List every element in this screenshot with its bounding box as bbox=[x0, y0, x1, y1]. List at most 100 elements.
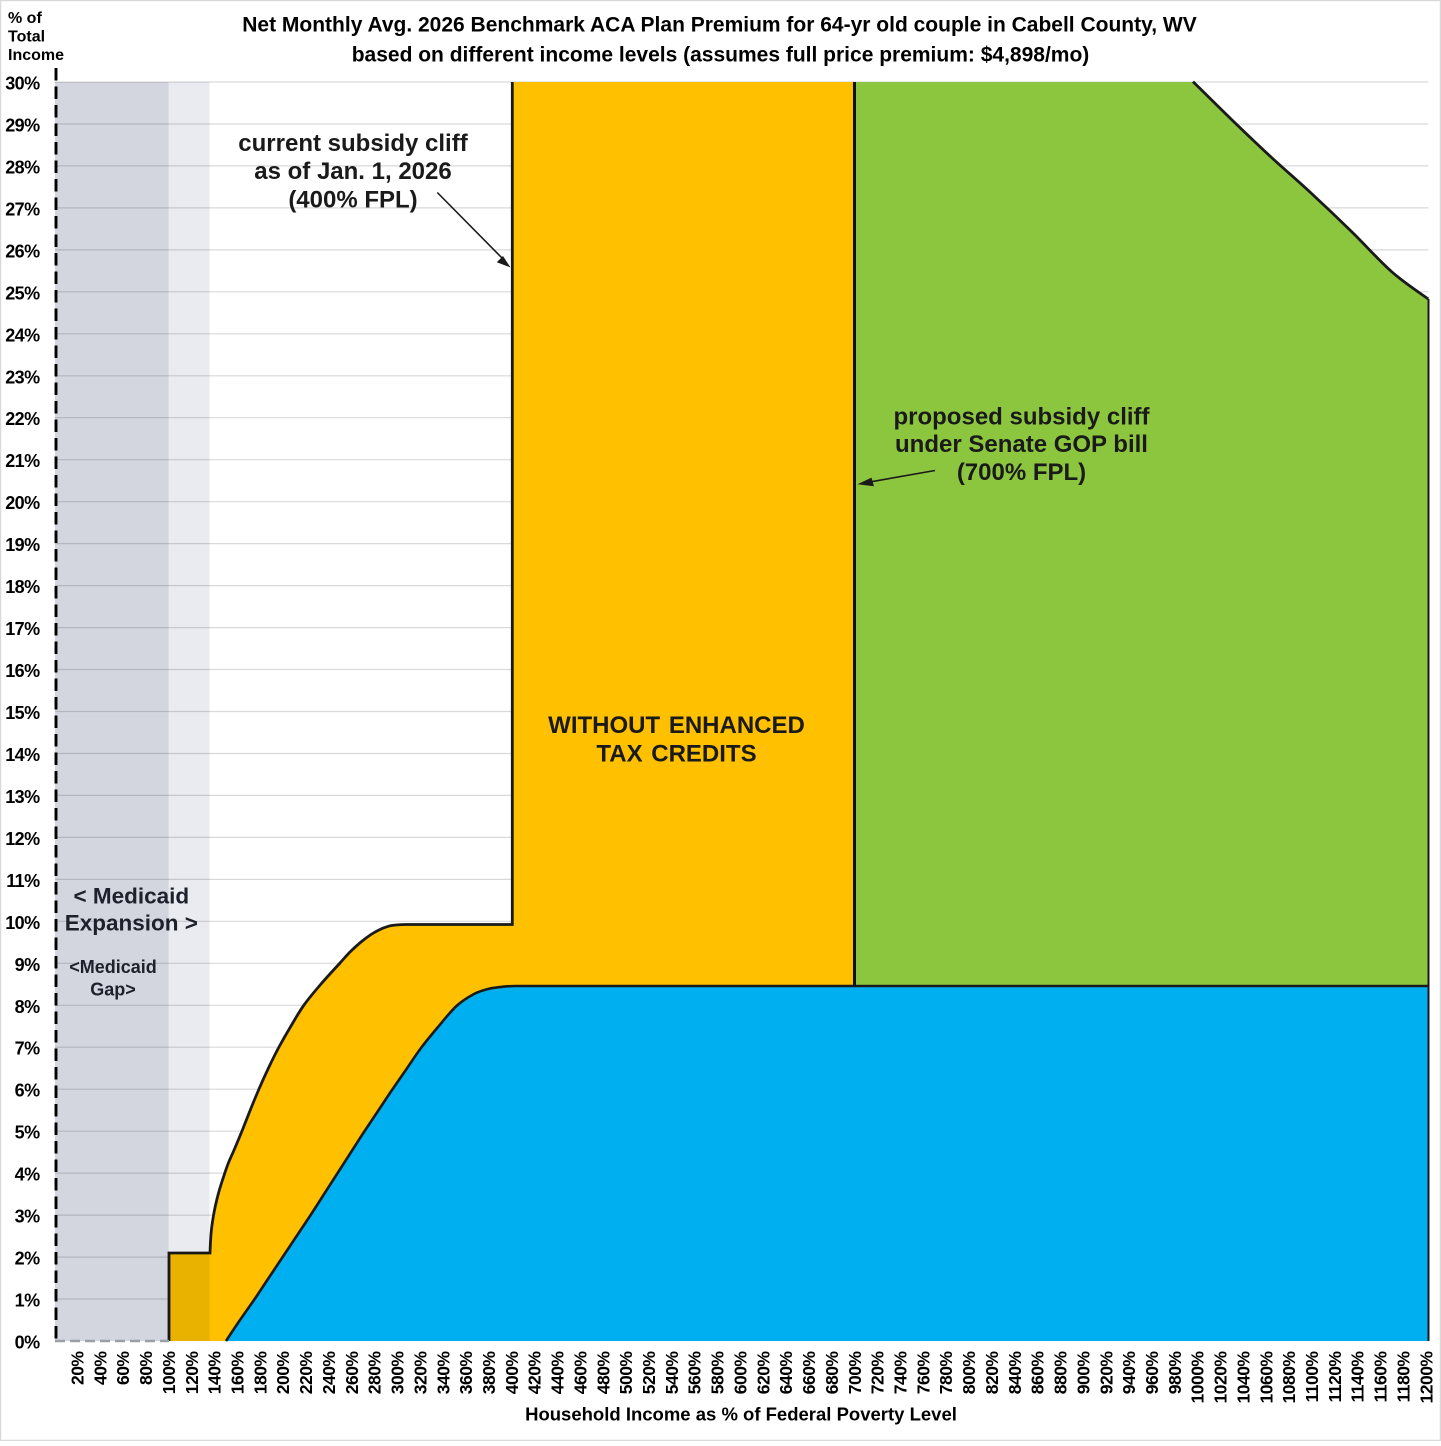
svg-text:420%: 420% bbox=[525, 1351, 545, 1395]
svg-text:proposed subsidy cliff: proposed subsidy cliff bbox=[893, 404, 1150, 431]
svg-text:26%: 26% bbox=[5, 241, 40, 261]
svg-text:520%: 520% bbox=[639, 1351, 659, 1395]
svg-text:under Senate GOP bill: under Senate GOP bill bbox=[895, 431, 1148, 458]
svg-text:940%: 940% bbox=[1119, 1351, 1139, 1395]
svg-text:20%: 20% bbox=[68, 1351, 88, 1385]
svg-text:220%: 220% bbox=[296, 1351, 316, 1395]
svg-text:1020%: 1020% bbox=[1211, 1351, 1231, 1404]
svg-text:2%: 2% bbox=[15, 1249, 40, 1269]
svg-text:23%: 23% bbox=[5, 367, 40, 387]
svg-text:540%: 540% bbox=[662, 1351, 682, 1395]
svg-text:TAX CREDITS: TAX CREDITS bbox=[596, 740, 756, 767]
svg-text:860%: 860% bbox=[1028, 1351, 1048, 1395]
svg-text:320%: 320% bbox=[410, 1351, 430, 1395]
svg-text:% of: % of bbox=[8, 10, 42, 27]
svg-text:(400% FPL): (400% FPL) bbox=[288, 186, 417, 213]
svg-text:<Medicaid: <Medicaid bbox=[69, 957, 157, 977]
svg-text:3%: 3% bbox=[15, 1207, 40, 1227]
svg-text:13%: 13% bbox=[5, 787, 40, 807]
svg-text:11%: 11% bbox=[6, 871, 40, 891]
svg-text:700%: 700% bbox=[845, 1351, 865, 1395]
svg-text:18%: 18% bbox=[5, 577, 40, 597]
svg-text:200%: 200% bbox=[273, 1351, 293, 1395]
svg-text:14%: 14% bbox=[5, 745, 40, 765]
svg-text:29%: 29% bbox=[5, 116, 40, 136]
svg-text:340%: 340% bbox=[433, 1351, 453, 1395]
svg-text:880%: 880% bbox=[1051, 1351, 1071, 1395]
svg-text:160%: 160% bbox=[228, 1351, 248, 1395]
svg-text:1040%: 1040% bbox=[1233, 1351, 1253, 1404]
svg-text:27%: 27% bbox=[5, 199, 40, 219]
svg-text:< Medicaid: < Medicaid bbox=[73, 884, 189, 909]
svg-text:400%: 400% bbox=[502, 1351, 522, 1395]
svg-text:500%: 500% bbox=[616, 1351, 636, 1395]
svg-text:120%: 120% bbox=[182, 1351, 202, 1395]
svg-text:Net Monthly Avg. 2026 Benchmar: Net Monthly Avg. 2026 Benchmark ACA Plan… bbox=[242, 14, 1197, 37]
svg-text:680%: 680% bbox=[822, 1351, 842, 1395]
svg-text:780%: 780% bbox=[936, 1351, 956, 1395]
svg-text:1000%: 1000% bbox=[1188, 1351, 1208, 1404]
svg-text:Household Income as % of Feder: Household Income as % of Federal Poverty… bbox=[525, 1404, 957, 1425]
svg-text:760%: 760% bbox=[913, 1351, 933, 1395]
svg-text:460%: 460% bbox=[570, 1351, 590, 1395]
svg-text:1060%: 1060% bbox=[1256, 1351, 1276, 1404]
svg-text:9%: 9% bbox=[15, 955, 40, 975]
svg-text:140%: 140% bbox=[205, 1351, 225, 1395]
svg-text:180%: 180% bbox=[250, 1351, 270, 1395]
svg-text:25%: 25% bbox=[5, 283, 40, 303]
svg-text:15%: 15% bbox=[5, 703, 40, 723]
svg-text:17%: 17% bbox=[5, 619, 40, 639]
svg-text:19%: 19% bbox=[5, 535, 40, 555]
svg-text:28%: 28% bbox=[5, 157, 40, 177]
svg-text:240%: 240% bbox=[319, 1351, 339, 1395]
svg-text:22%: 22% bbox=[5, 409, 40, 429]
svg-text:300%: 300% bbox=[388, 1351, 408, 1395]
svg-text:8%: 8% bbox=[15, 997, 40, 1017]
svg-text:380%: 380% bbox=[479, 1351, 499, 1395]
svg-text:360%: 360% bbox=[456, 1351, 476, 1395]
svg-text:600%: 600% bbox=[731, 1351, 751, 1395]
svg-text:1080%: 1080% bbox=[1279, 1351, 1299, 1404]
svg-text:1120%: 1120% bbox=[1325, 1351, 1345, 1403]
svg-text:660%: 660% bbox=[799, 1351, 819, 1395]
svg-text:WITHOUT ENHANCED: WITHOUT ENHANCED bbox=[548, 712, 805, 739]
svg-text:1%: 1% bbox=[15, 1291, 40, 1311]
svg-text:5%: 5% bbox=[15, 1123, 40, 1143]
svg-text:1180%: 1180% bbox=[1394, 1351, 1414, 1403]
svg-text:640%: 640% bbox=[776, 1351, 796, 1395]
svg-text:920%: 920% bbox=[1096, 1351, 1116, 1395]
svg-text:10%: 10% bbox=[5, 913, 40, 933]
svg-text:Gap>: Gap> bbox=[90, 979, 136, 999]
svg-text:1200%: 1200% bbox=[1416, 1351, 1436, 1404]
svg-text:based on different income leve: based on different income levels (assume… bbox=[352, 44, 1090, 67]
svg-text:260%: 260% bbox=[342, 1351, 362, 1395]
svg-text:24%: 24% bbox=[5, 325, 40, 345]
svg-text:80%: 80% bbox=[136, 1351, 156, 1385]
svg-text:960%: 960% bbox=[1142, 1351, 1162, 1395]
svg-text:6%: 6% bbox=[15, 1081, 40, 1101]
svg-text:Total: Total bbox=[8, 29, 45, 46]
svg-text:7%: 7% bbox=[15, 1039, 40, 1059]
svg-text:820%: 820% bbox=[982, 1351, 1002, 1395]
svg-text:1160%: 1160% bbox=[1371, 1351, 1391, 1403]
svg-text:60%: 60% bbox=[113, 1351, 133, 1385]
svg-text:800%: 800% bbox=[959, 1351, 979, 1395]
svg-text:1100%: 1100% bbox=[1302, 1351, 1322, 1403]
svg-text:840%: 840% bbox=[1005, 1351, 1025, 1395]
svg-text:280%: 280% bbox=[365, 1351, 385, 1395]
svg-text:Income: Income bbox=[8, 47, 64, 64]
svg-text:620%: 620% bbox=[753, 1351, 773, 1395]
svg-text:0%: 0% bbox=[15, 1333, 40, 1353]
svg-text:560%: 560% bbox=[685, 1351, 705, 1395]
svg-text:740%: 740% bbox=[891, 1351, 911, 1395]
svg-text:1140%: 1140% bbox=[1348, 1351, 1368, 1403]
svg-text:16%: 16% bbox=[5, 661, 40, 681]
svg-text:30%: 30% bbox=[5, 74, 40, 94]
svg-text:480%: 480% bbox=[593, 1351, 613, 1395]
svg-text:580%: 580% bbox=[708, 1351, 728, 1395]
svg-text:440%: 440% bbox=[548, 1351, 568, 1395]
svg-text:current subsidy cliff: current subsidy cliff bbox=[238, 130, 468, 157]
svg-text:40%: 40% bbox=[90, 1351, 110, 1385]
svg-text:980%: 980% bbox=[1165, 1351, 1185, 1395]
svg-text:720%: 720% bbox=[868, 1351, 888, 1395]
